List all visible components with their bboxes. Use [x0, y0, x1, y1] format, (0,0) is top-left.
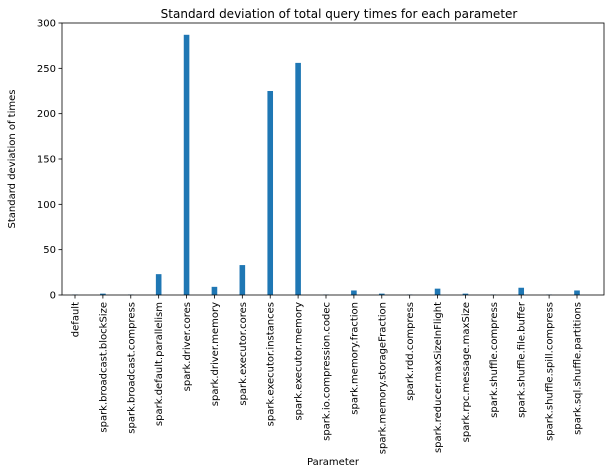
x-tick-label-spark.memory.storageFraction: spark.memory.storageFraction	[377, 302, 388, 454]
x-tick-label-spark.driver.memory: spark.driver.memory	[210, 302, 221, 406]
chart-title: Standard deviation of total query times …	[161, 7, 518, 21]
bar-spark.default.parallelism	[155, 274, 162, 295]
x-tick-label-spark.broadcast.compress: spark.broadcast.compress	[126, 302, 137, 434]
x-tick-label-spark.broadcast.blockSize: spark.broadcast.blockSize	[98, 302, 109, 433]
x-tick-label-spark.io.compression.codec: spark.io.compression.codec	[322, 302, 333, 441]
bar-spark.shuffle.file.buffer	[518, 287, 525, 295]
y-tick-label-50: 50	[43, 245, 56, 256]
x-tick-label-spark.executor.cores: spark.executor.cores	[238, 302, 249, 406]
x-tick-label-spark.rdd.compress: spark.rdd.compress	[405, 302, 416, 401]
x-tick-label-spark.memory.fraction: spark.memory.fraction	[349, 302, 360, 415]
y-tick-label-100: 100	[37, 200, 56, 211]
bar-spark.sql.shuffle.partitions	[574, 290, 580, 295]
bar-spark.broadcast.blockSize	[100, 293, 106, 295]
bar-spark.driver.cores	[183, 34, 190, 295]
x-tick-label-spark.shuffle.compress: spark.shuffle.compress	[489, 302, 500, 418]
y-axis: 0 50 100 150 200 250 300	[37, 19, 62, 302]
x-tick-label-spark.reducer.maxSizeInFlight: spark.reducer.maxSizeInFlight	[433, 302, 444, 453]
bar-spark.executor.cores	[239, 265, 246, 295]
y-tick-label-200: 200	[37, 109, 56, 120]
x-tick-label-spark.shuffle.file.buffer: spark.shuffle.file.buffer	[517, 301, 528, 418]
bar-spark.rpc.message.maxSize	[462, 293, 469, 295]
bar-spark.reducer.maxSizeInFlight	[434, 288, 441, 295]
plot-frame	[61, 22, 605, 296]
bar-spark.driver.memory	[211, 286, 218, 295]
x-axis-label: Parameter	[307, 457, 360, 468]
bars-group	[72, 34, 580, 295]
x-tick-label-spark.default.parallelism: spark.default.parallelism	[154, 302, 165, 426]
bar-spark.executor.memory	[295, 62, 301, 295]
x-tick-label-spark.driver.cores: spark.driver.cores	[182, 302, 193, 391]
x-tick-label-default: default	[71, 302, 82, 337]
y-tick-label-250: 250	[37, 64, 56, 75]
y-axis-label: Standard deviation of times	[7, 90, 18, 229]
bar-spark.memory.storageFraction	[378, 293, 385, 295]
x-tick-label-spark.executor.memory: spark.executor.memory	[294, 302, 305, 421]
x-tick-label-spark.rpc.message.maxSize: spark.rpc.message.maxSize	[461, 302, 472, 442]
y-tick-label-0: 0	[50, 291, 56, 302]
bar-spark.executor.instances	[267, 91, 274, 295]
y-tick-label-300: 300	[37, 19, 56, 30]
x-tick-label-spark.shuffle.spill.compress: spark.shuffle.spill.compress	[545, 302, 556, 441]
bar-spark.memory.fraction	[351, 290, 357, 295]
x-axis: default spark.broadcast.blockSize spark.br…	[71, 295, 584, 454]
x-tick-label-spark.executor.instances: spark.executor.instances	[266, 302, 277, 426]
y-tick-label-150: 150	[37, 155, 56, 166]
x-tick-label-spark.sql.shuffle.partitions: spark.sql.shuffle.partitions	[573, 302, 584, 435]
